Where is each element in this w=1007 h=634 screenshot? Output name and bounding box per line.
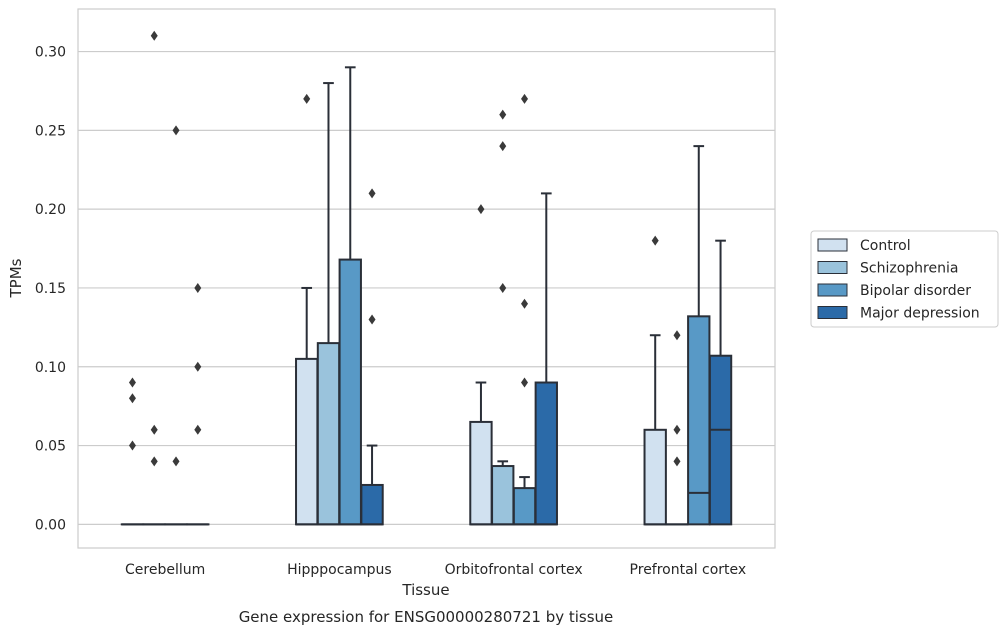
legend-frame	[810, 230, 999, 328]
outlier-point	[303, 93, 311, 104]
outlier-point	[194, 282, 202, 293]
plot-area	[120, 30, 733, 526]
outlier-point	[128, 377, 136, 388]
y-tick-label: 0.15	[35, 281, 66, 297]
box-group	[643, 235, 667, 526]
outlier-point	[521, 93, 529, 104]
y-tick-label: 0.30	[35, 45, 66, 61]
outlier-point	[673, 456, 681, 467]
outlier-point	[477, 204, 485, 215]
box-group	[186, 282, 210, 526]
box	[295, 357, 319, 526]
outlier-point	[150, 424, 158, 435]
y-tick-label: 0.00	[35, 517, 66, 533]
box-group	[360, 188, 384, 526]
outlier-point	[172, 456, 180, 467]
box-group	[120, 377, 145, 526]
x-tick-label: Prefrontal cortex	[630, 562, 747, 578]
box-group	[338, 66, 362, 526]
y-tick-label: 0.25	[35, 123, 66, 139]
box	[643, 428, 667, 526]
box-group	[512, 93, 537, 526]
legend-label: Bipolar disorder	[860, 283, 971, 299]
box	[534, 381, 558, 526]
outlier-point	[172, 125, 180, 136]
box	[512, 487, 537, 526]
outlier-point	[368, 314, 376, 325]
box-group	[534, 192, 558, 526]
outlier-point	[128, 393, 136, 404]
box	[316, 342, 341, 526]
outlier-point	[150, 456, 158, 467]
legend-swatch	[817, 283, 848, 297]
outlier-point	[150, 30, 158, 41]
chart-title: Gene expression for ENSG00000280721 by t…	[239, 608, 614, 626]
box-group	[142, 30, 166, 526]
box	[708, 354, 733, 526]
x-tick-label: Orbitofrontal cortex	[445, 562, 583, 578]
outlier-point	[651, 235, 659, 246]
x-tick-label: Hipppocampus	[287, 562, 392, 578]
outlier-point	[128, 440, 136, 451]
y-tick-label: 0.05	[35, 439, 66, 455]
box	[360, 483, 384, 526]
x-axis-ticks: Cerebellum Hipppocampus Orbitofrontal cort…	[125, 562, 746, 578]
y-axis-ticks: 0.00 0.05 0.10 0.15 0.20 0.25 0.30	[35, 45, 66, 534]
y-axis-title: TPMs	[7, 258, 25, 298]
outlier-point	[521, 377, 529, 388]
legend-label: Schizophrenia	[860, 261, 958, 277]
outlier-point	[521, 298, 529, 309]
outlier-point	[194, 424, 202, 435]
outlier-point	[499, 109, 507, 120]
y-tick-label: 0.20	[35, 202, 66, 218]
outlier-point	[673, 424, 681, 435]
outlier-point	[194, 361, 202, 372]
y-tick-label: 0.10	[35, 360, 66, 376]
box-group	[687, 145, 711, 526]
box	[338, 258, 362, 526]
outlier-point	[499, 141, 507, 152]
legend-swatch	[817, 306, 848, 319]
legend-label: Control	[860, 238, 911, 254]
legend-swatch	[817, 261, 848, 274]
plot-frame	[77, 8, 776, 549]
box	[469, 420, 493, 526]
outlier-point	[499, 282, 507, 293]
x-tick-label: Cerebellum	[125, 562, 205, 578]
outlier-point	[673, 330, 681, 341]
box-group	[491, 109, 515, 526]
outlier-point	[368, 188, 376, 199]
legend: Control Schizophrenia Bipolar disorder Majo…	[810, 230, 999, 328]
legend-label: Major depression	[860, 306, 980, 322]
box	[491, 465, 515, 526]
legend-swatch	[817, 238, 848, 252]
x-axis-title: Tissue	[401, 581, 449, 599]
box-group	[708, 239, 733, 526]
